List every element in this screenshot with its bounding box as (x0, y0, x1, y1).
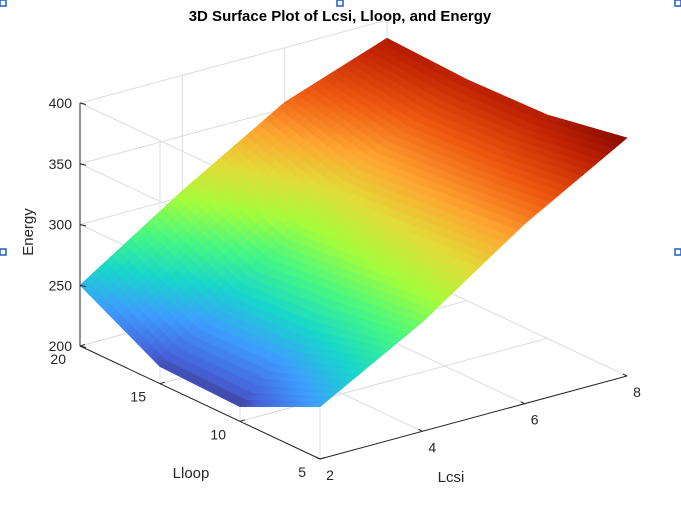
x-tick-label: 4 (428, 439, 436, 455)
x-axis-line (319, 375, 628, 460)
selection-handle-top-right (674, 0, 681, 7)
x-tick-mark-3 (622, 373, 628, 377)
surface-plot[interactable] (79, 37, 628, 408)
z-tick-mark-1 (79, 284, 87, 288)
x-tick-mark-2 (520, 401, 525, 405)
x-tick-label: 6 (531, 412, 539, 428)
grid-line-floor-y-1 (239, 337, 548, 422)
y-tick-mark-1 (239, 419, 246, 422)
x-tick-label: 8 (633, 384, 641, 400)
y-tick-label: 15 (130, 389, 146, 405)
chart-title: 3D Surface Plot of Lcsi, Lloop, and Ener… (189, 8, 492, 25)
z-tick-label: 200 (49, 338, 73, 354)
y-tick-mark-2 (159, 381, 166, 385)
z-axis-label: Energy (20, 208, 37, 256)
selection-handle-top-left (0, 0, 7, 7)
y-tick-mark-0 (319, 457, 326, 460)
x-axis-label: Lcsi (438, 469, 465, 486)
z-tick-label: 350 (49, 156, 73, 172)
z-tick-label: 250 (49, 277, 73, 293)
z-tick-mark-0 (79, 345, 87, 348)
surface-patch (614, 136, 628, 144)
z-tick-label: 300 (49, 217, 73, 233)
selection-handle-top-center (336, 0, 344, 7)
y-axis-label: Lloop (173, 465, 210, 482)
x-tick-label: 2 (326, 467, 334, 483)
x-tick-mark-1 (418, 428, 423, 432)
z-tick-mark-2 (79, 224, 87, 227)
y-tick-label: 10 (210, 426, 226, 442)
y-tick-label: 20 (50, 351, 66, 367)
axes-box (79, 102, 628, 460)
grid-line-back-z-4 (79, 19, 388, 104)
y-tick-label: 5 (298, 464, 306, 480)
z-tick-mark-3 (79, 163, 87, 166)
selection-handle-middle-right (674, 248, 681, 256)
y-axis-line (79, 345, 321, 460)
x-tick-mark-0 (315, 456, 321, 460)
selection-handle-middle-left (0, 248, 7, 256)
selection-handles (0, 0, 681, 256)
z-tick-label: 400 (49, 95, 73, 111)
z-tick-mark-4 (79, 102, 87, 105)
